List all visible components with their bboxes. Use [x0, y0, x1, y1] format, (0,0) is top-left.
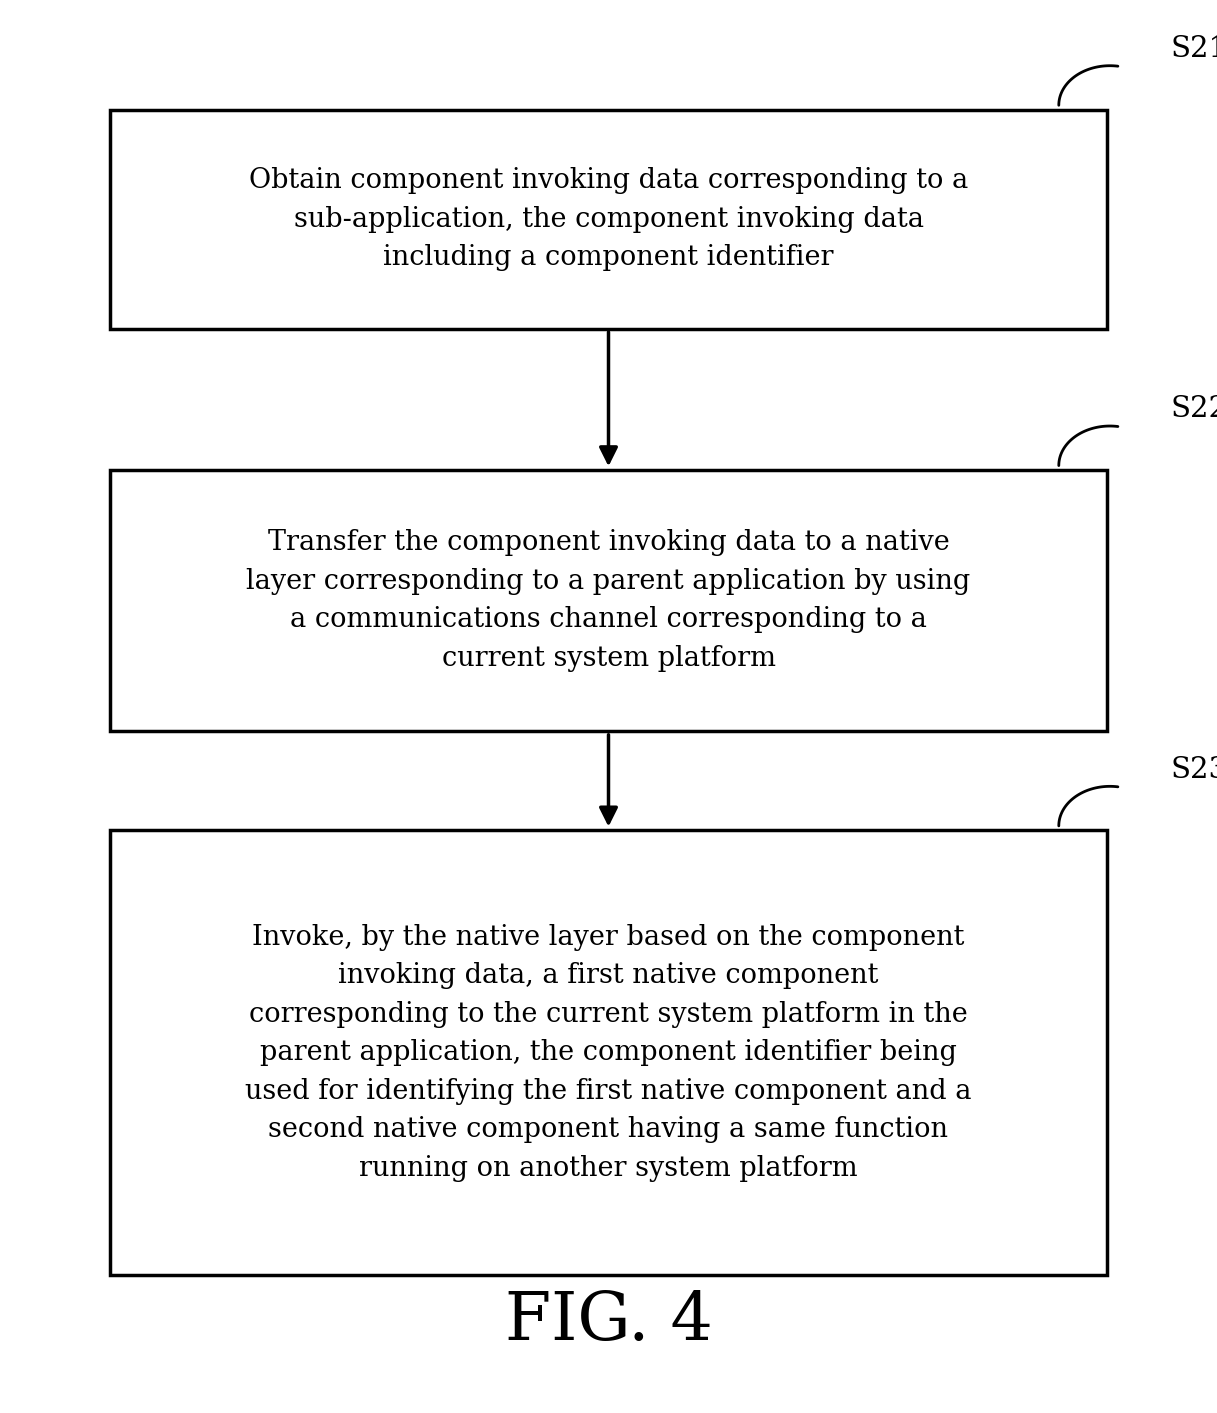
FancyBboxPatch shape	[110, 469, 1107, 732]
Text: S230: S230	[1171, 756, 1217, 783]
Text: Transfer the component invoking data to a native
layer corresponding to a parent: Transfer the component invoking data to …	[246, 530, 971, 671]
Text: FIG. 4: FIG. 4	[505, 1289, 712, 1354]
FancyBboxPatch shape	[110, 109, 1107, 329]
FancyBboxPatch shape	[110, 831, 1107, 1275]
Text: S210: S210	[1171, 35, 1217, 62]
Text: Invoke, by the native layer based on the component
invoking data, a first native: Invoke, by the native layer based on the…	[246, 924, 971, 1181]
Text: S220: S220	[1171, 396, 1217, 424]
Text: Obtain component invoking data corresponding to a
sub-application, the component: Obtain component invoking data correspon…	[248, 167, 969, 271]
